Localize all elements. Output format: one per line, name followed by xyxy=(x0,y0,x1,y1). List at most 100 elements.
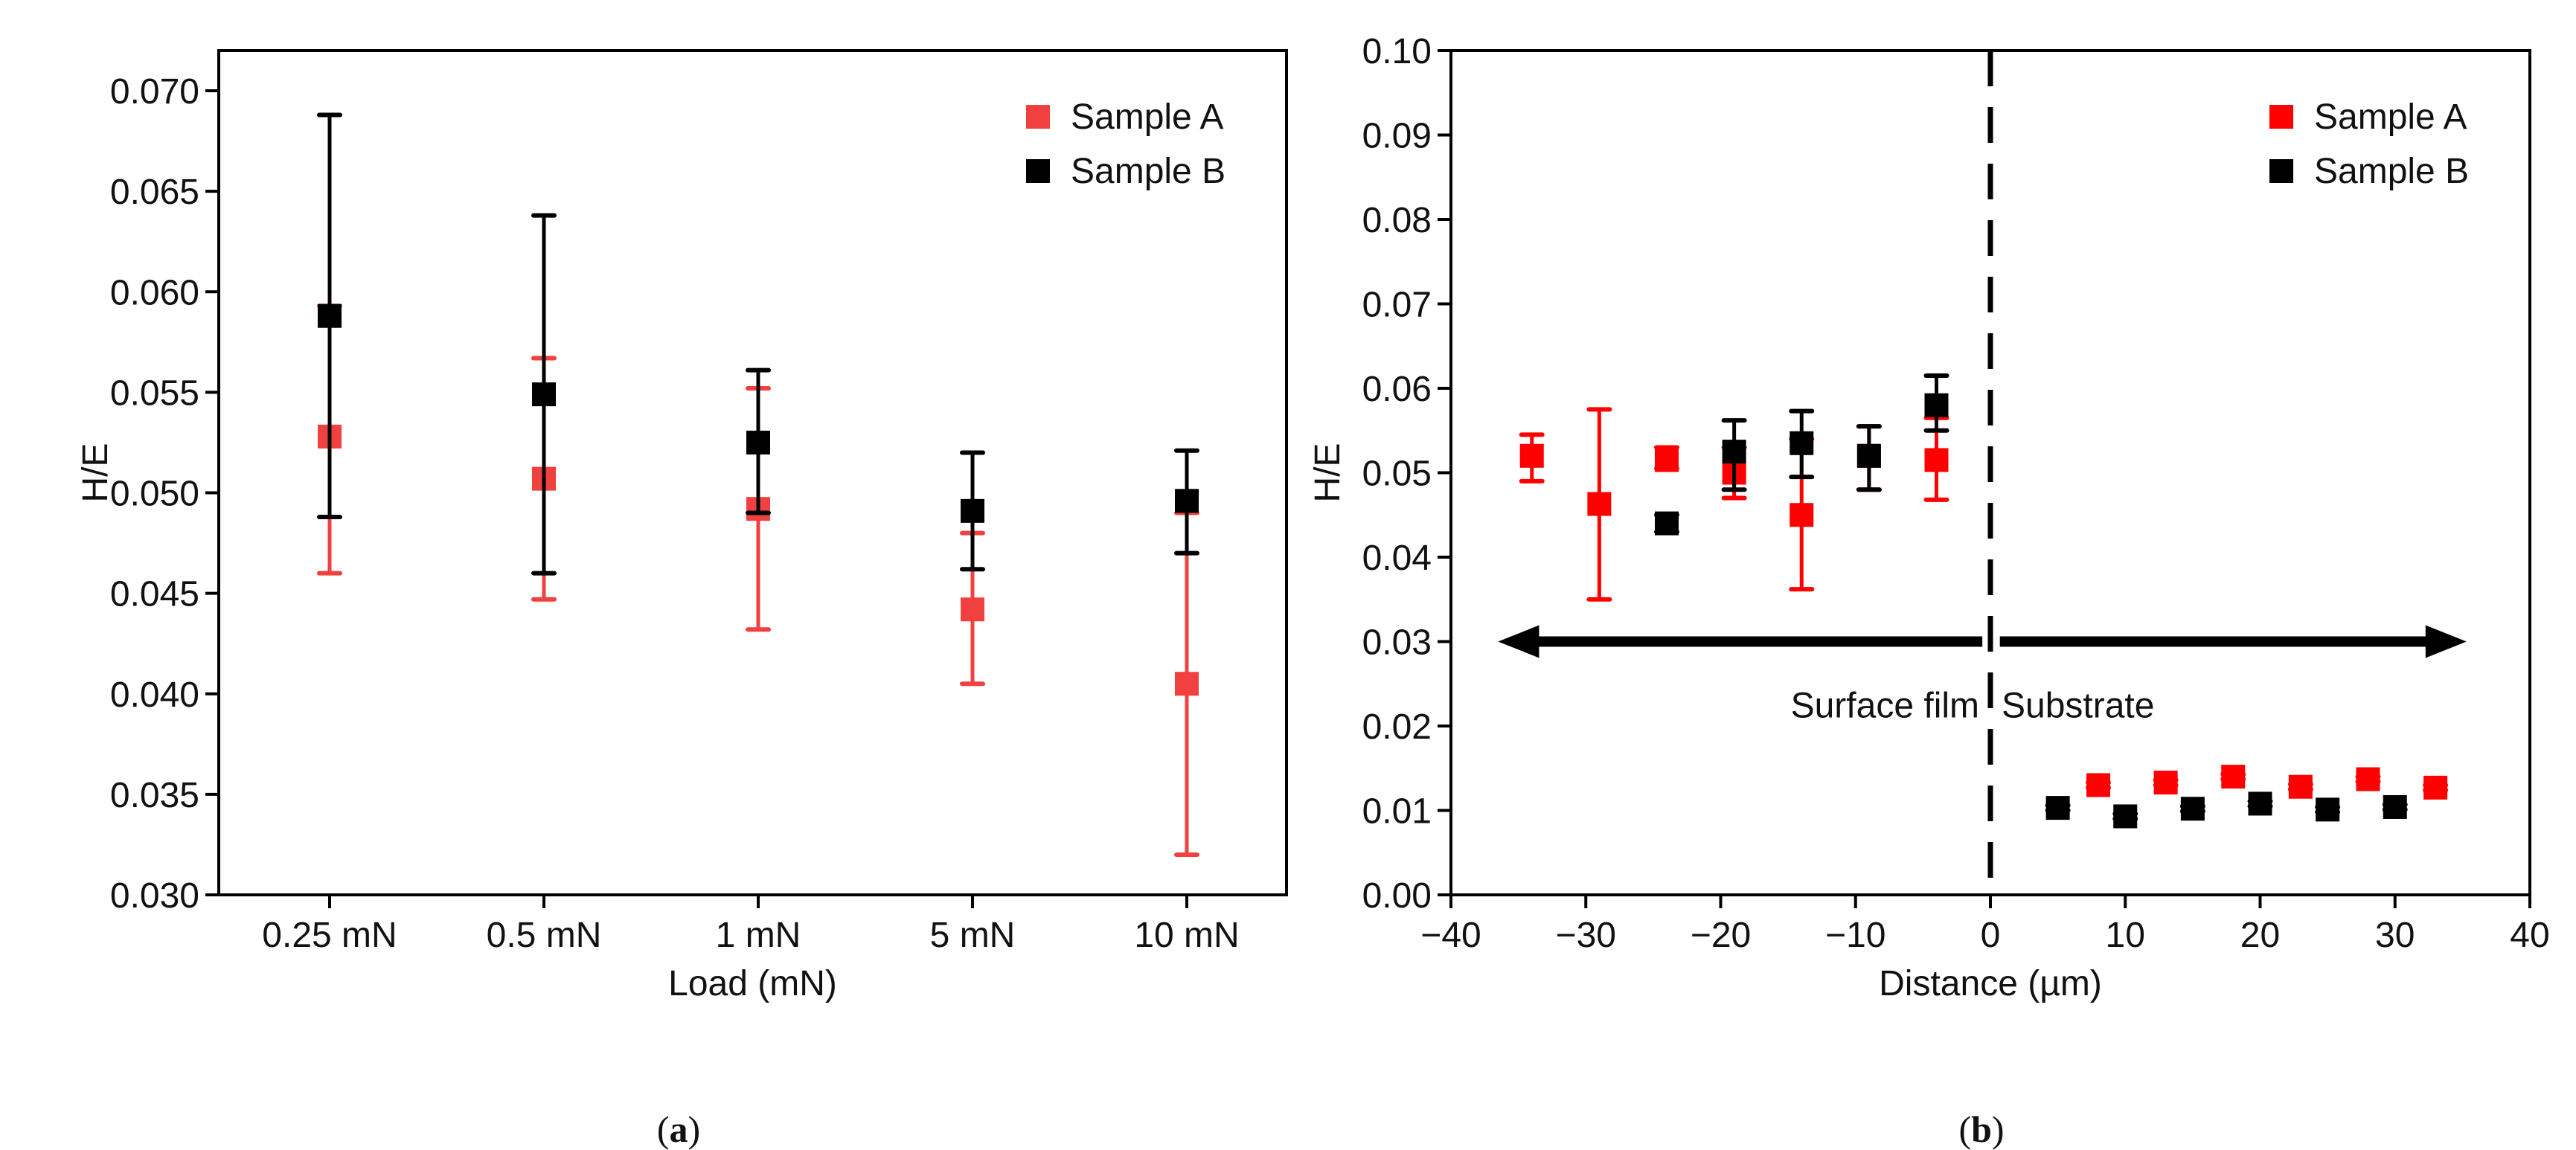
right-arrowhead-icon xyxy=(2425,625,2467,658)
marker-square xyxy=(2316,797,2340,822)
x-tick-label: 1 mN xyxy=(716,916,801,955)
data-point-sample-a xyxy=(960,530,985,687)
y-tick-label: 0.06 xyxy=(1362,370,1432,409)
marker-square xyxy=(2180,797,2205,821)
y-tick-label: 0.04 xyxy=(1362,539,1432,578)
y-axis-label: H/E xyxy=(76,443,115,502)
data-point-sample-a xyxy=(2220,765,2246,789)
marker-square xyxy=(1790,503,1814,527)
y-axis-label: H/E xyxy=(1308,443,1348,502)
x-tick-label: 10 xyxy=(2106,916,2145,955)
surface-film-label: Surface film xyxy=(1791,687,1979,726)
data-point-sample-b xyxy=(2045,796,2071,820)
marker-square xyxy=(2086,773,2110,797)
data-point-sample-b xyxy=(1174,448,1199,556)
y-tick-label: 0.09 xyxy=(1362,117,1432,156)
marker-square xyxy=(2153,771,2178,795)
x-tick-label: 0.25 mN xyxy=(262,916,397,955)
data-point-sample-b xyxy=(1923,373,1949,433)
y-tick-label: 0.035 xyxy=(110,776,199,815)
data-point-sample-a xyxy=(1519,432,1545,484)
data-point-sample-a xyxy=(1654,445,1679,472)
data-point-sample-b xyxy=(2179,797,2205,821)
y-tick-label: 0.070 xyxy=(110,72,199,112)
marker-square xyxy=(2423,775,2448,800)
marker-square xyxy=(1655,511,1679,536)
data-point-sample-b xyxy=(2112,804,2138,829)
marker-square xyxy=(2383,794,2407,819)
x-axis-label: Distance (µm) xyxy=(1879,964,2102,1003)
legend-label: Sample A xyxy=(2314,97,2467,137)
x-tick-label: 30 xyxy=(2375,916,2415,955)
x-tick-label: 10 mN xyxy=(1134,916,1239,955)
marker-square xyxy=(1790,431,1814,455)
x-axis-label: Load (mN) xyxy=(668,964,837,1003)
y-tick-label: 0.05 xyxy=(1362,454,1432,494)
marker-square xyxy=(2248,791,2272,816)
legend-marker xyxy=(2269,105,2293,129)
marker-square xyxy=(1519,443,1544,468)
data-point-sample-b xyxy=(1789,408,1815,480)
marker-square xyxy=(2221,765,2246,789)
data-point-sample-b xyxy=(2382,794,2408,819)
y-tick-label: 0.08 xyxy=(1362,201,1432,240)
data-point-sample-b xyxy=(531,213,557,576)
legend-label: Sample B xyxy=(1071,152,1225,191)
data-point-sample-a xyxy=(2355,767,2381,791)
data-point-sample-a xyxy=(1586,407,1612,602)
x-tick-label: −10 xyxy=(1825,916,1885,955)
plot-frame xyxy=(217,49,1288,896)
y-tick-label: 0.03 xyxy=(1362,623,1432,663)
marker-square xyxy=(1924,448,1949,472)
legend-marker xyxy=(2269,159,2293,183)
data-point-sample-b xyxy=(960,450,985,572)
marker-square xyxy=(1175,672,1199,696)
x-tick-label: 20 xyxy=(2240,916,2280,955)
x-tick-label: −20 xyxy=(1691,916,1751,955)
y-tick-label: 0.060 xyxy=(110,273,199,312)
legend-label: Sample B xyxy=(2314,152,2469,191)
x-tick-label: −30 xyxy=(1556,916,1616,955)
legend-label: Sample A xyxy=(1071,97,1223,137)
marker-square xyxy=(2356,767,2380,791)
marker-square xyxy=(1722,440,1746,464)
data-point-sample-b xyxy=(746,367,771,515)
marker-square xyxy=(961,498,984,523)
marker-square xyxy=(2288,774,2313,799)
y-tick-label: 0.065 xyxy=(110,173,199,212)
y-tick-label: 0.050 xyxy=(110,475,199,514)
marker-square xyxy=(1655,448,1679,472)
y-tick-label: 0.10 xyxy=(1362,32,1432,71)
panel-b-caption: (b) xyxy=(1958,1108,2004,1150)
y-tick-label: 0.040 xyxy=(110,675,199,715)
x-tick-label: 0 xyxy=(1981,916,2001,955)
substrate-label: Substrate xyxy=(2002,687,2154,726)
data-point-sample-b xyxy=(2247,791,2273,816)
data-point-sample-a xyxy=(2423,775,2449,800)
marker-square xyxy=(2045,796,2070,820)
panel-b-chart: −40 −30 −20 −10 0 10 20 30 40 Surface film Substra… xyxy=(1308,32,2550,1003)
y-tick-label: 0.01 xyxy=(1362,792,1432,832)
y-tick-label: 0.030 xyxy=(110,876,199,916)
data-point-sample-b xyxy=(1856,424,1882,492)
y-tick-label: 0.07 xyxy=(1362,286,1432,325)
left-arrowhead-icon xyxy=(1498,625,1539,658)
y-tick-label: 0.00 xyxy=(1362,876,1432,916)
data-point-sample-a xyxy=(2086,773,2111,797)
legend-marker xyxy=(1026,105,1050,129)
marker-square xyxy=(532,382,556,407)
marker-square xyxy=(746,430,770,454)
y-tick-label: 0.055 xyxy=(110,373,199,413)
marker-square xyxy=(1924,393,1949,417)
y-tick-label: 0.02 xyxy=(1362,707,1432,747)
marker-square xyxy=(1856,443,1881,468)
x-tick-label: 40 xyxy=(2510,916,2549,955)
data-point-sample-a xyxy=(2287,774,2313,799)
data-point-sample-a xyxy=(1174,510,1199,857)
data-point-sample-b xyxy=(317,112,342,519)
marker-square xyxy=(1175,489,1199,513)
data-point-sample-a xyxy=(2153,771,2179,795)
data-point-sample-b xyxy=(2315,797,2341,822)
x-tick-label: 0.5 mN xyxy=(487,916,602,955)
marker-square xyxy=(1587,492,1612,516)
